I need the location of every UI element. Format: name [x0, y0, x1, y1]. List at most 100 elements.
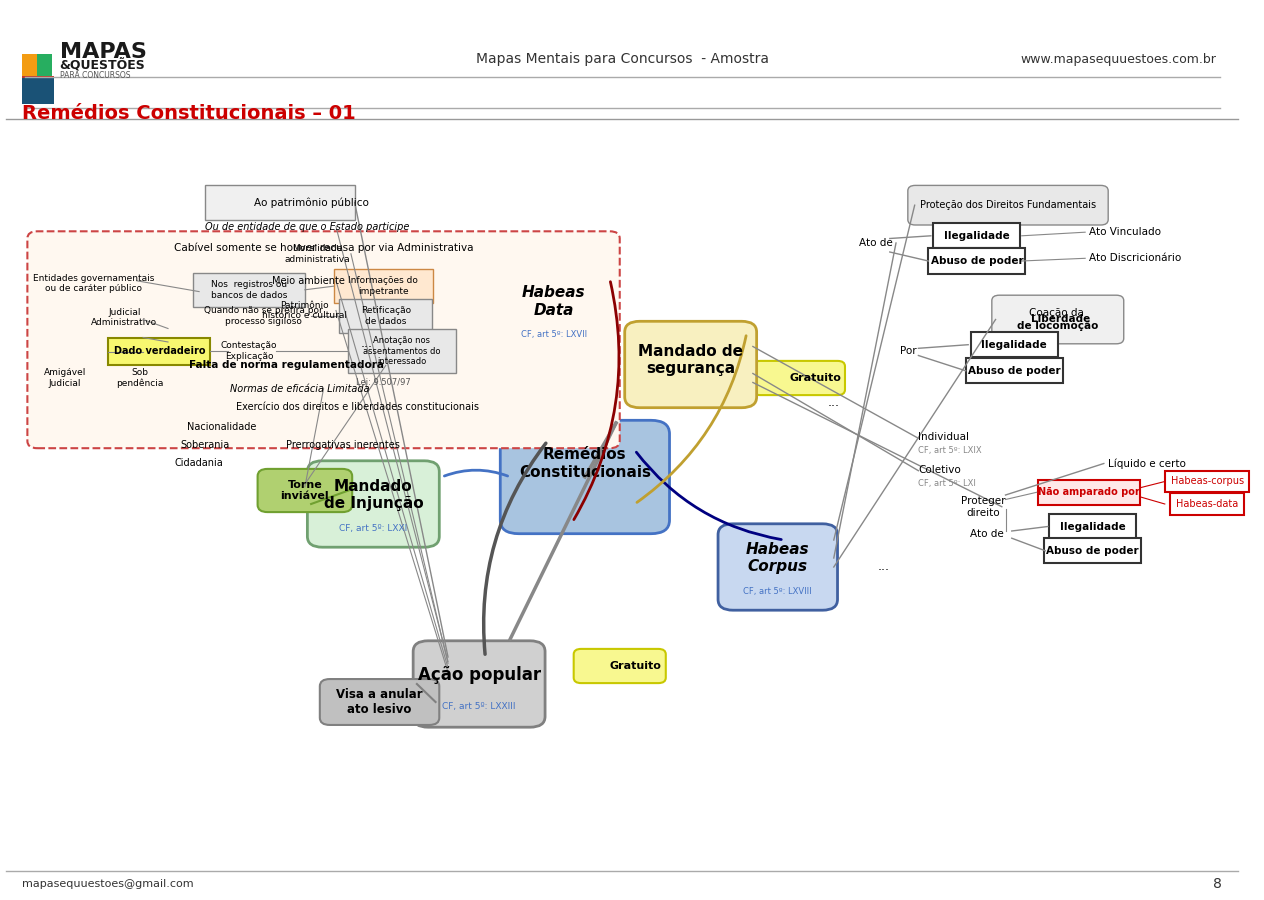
Text: Habeas
Data: Habeas Data	[522, 285, 585, 318]
Text: Cabível somente se houver recusa por via Administrativa: Cabível somente se houver recusa por via…	[174, 242, 473, 253]
FancyBboxPatch shape	[992, 295, 1124, 344]
Text: Soberania: Soberania	[181, 440, 230, 451]
Text: Prerrogativas inerentes: Prerrogativas inerentes	[286, 440, 401, 451]
Bar	[193, 273, 305, 307]
Bar	[1038, 480, 1140, 505]
Text: www.mapasequuestoes.com.br: www.mapasequuestoes.com.br	[1020, 53, 1216, 66]
Text: Ato Discricionário: Ato Discricionário	[1088, 253, 1181, 264]
Text: Proteger
direito: Proteger direito	[961, 496, 1005, 518]
Bar	[23, 76, 53, 78]
Text: Individual: Individual	[919, 431, 969, 442]
Bar	[1169, 493, 1245, 515]
Bar	[109, 338, 210, 364]
Text: Não amparado por: Não amparado por	[1038, 487, 1140, 498]
Text: Anotação nos
assentamentos do
interessado: Anotação nos assentamentos do interessad…	[363, 336, 441, 366]
Text: Mandado de
segurança: Mandado de segurança	[638, 344, 743, 376]
Text: Remédios
Constitucionais: Remédios Constitucionais	[520, 447, 651, 480]
Text: Cidadania: Cidadania	[174, 458, 222, 469]
Text: ...: ...	[877, 561, 890, 573]
Text: mapasequuestoes@gmail.com: mapasequuestoes@gmail.com	[23, 878, 195, 889]
Text: Falta de norma regulamentadora: Falta de norma regulamentadora	[188, 360, 384, 371]
Bar	[38, 54, 52, 76]
Text: Judicial
Administrativo: Judicial Administrativo	[91, 308, 158, 328]
Text: Patrimônio
histórico e cultural: Patrimônio histórico e cultural	[263, 301, 348, 320]
Text: Ao patrimônio público: Ao patrimônio público	[254, 197, 369, 208]
Text: Coação da: Coação da	[1029, 308, 1087, 319]
Bar	[339, 299, 432, 333]
Text: CF, art 5º: LXXIII: CF, art 5º: LXXIII	[442, 702, 516, 711]
Text: Sob
pendência: Sob pendência	[116, 368, 163, 388]
Bar	[971, 332, 1058, 357]
Text: CF, art 5º: LXXI: CF, art 5º: LXXI	[339, 524, 407, 533]
Text: Ilegalidade: Ilegalidade	[981, 339, 1047, 350]
Text: Ou de entidade de que o Estado participe: Ou de entidade de que o Estado participe	[205, 221, 410, 232]
FancyBboxPatch shape	[307, 461, 440, 547]
Text: PARA CONCURSOS: PARA CONCURSOS	[59, 71, 130, 80]
FancyBboxPatch shape	[624, 321, 757, 408]
Bar	[933, 223, 1020, 248]
FancyBboxPatch shape	[501, 420, 670, 534]
Text: CF, art 5º: LXI: CF, art 5º: LXI	[919, 479, 976, 488]
FancyBboxPatch shape	[258, 469, 353, 512]
Bar	[224, 293, 336, 328]
Text: Remédios Constitucionais – 01: Remédios Constitucionais – 01	[23, 104, 356, 123]
Bar	[1049, 514, 1136, 539]
Text: Ilegalidade: Ilegalidade	[944, 230, 1010, 241]
Bar	[236, 238, 349, 270]
Text: MAPAS: MAPAS	[59, 42, 147, 62]
Text: Dado verdadeiro: Dado verdadeiro	[114, 346, 205, 356]
FancyBboxPatch shape	[413, 641, 545, 727]
Bar	[236, 266, 336, 295]
Text: Ato de: Ato de	[969, 528, 1004, 539]
Text: Quando não se prefira por
processo sigiloso: Quando não se prefira por processo sigil…	[205, 306, 324, 326]
Text: Coletivo: Coletivo	[919, 464, 961, 475]
Text: Ato de: Ato de	[860, 238, 892, 248]
Text: Mapas Mentais para Concursos  - Amostra: Mapas Mentais para Concursos - Amostra	[475, 52, 769, 67]
Text: CF, art 5º: LXIX: CF, art 5º: LXIX	[919, 446, 982, 454]
Text: Nacionalidade: Nacionalidade	[187, 422, 257, 433]
Text: Exercício dos direitos e liberdades constitucionais: Exercício dos direitos e liberdades cons…	[236, 401, 479, 412]
Text: Visa a anular
ato lesivo: Visa a anular ato lesivo	[336, 688, 423, 716]
Bar	[348, 329, 456, 373]
Text: Torne
inviável: Torne inviável	[281, 480, 329, 501]
FancyBboxPatch shape	[320, 679, 440, 725]
Text: Habeas-corpus: Habeas-corpus	[1170, 476, 1244, 487]
FancyBboxPatch shape	[908, 185, 1109, 225]
Text: Mandado
de Injunção: Mandado de Injunção	[324, 479, 423, 511]
Text: &QUESTÕES: &QUESTÕES	[59, 58, 145, 71]
Bar	[334, 269, 434, 303]
Text: Retificação
de dados: Retificação de dados	[360, 306, 411, 326]
FancyBboxPatch shape	[574, 649, 666, 683]
Text: Habeas-data: Habeas-data	[1176, 499, 1239, 509]
Text: ...: ...	[355, 482, 367, 494]
Bar	[23, 78, 53, 104]
Text: Moralidade
administrativa: Moralidade administrativa	[284, 244, 350, 264]
Bar	[928, 248, 1025, 274]
FancyBboxPatch shape	[718, 524, 838, 610]
Bar	[1165, 471, 1249, 492]
Text: Lei: 9.507/97: Lei: 9.507/97	[356, 377, 411, 386]
Text: Por: Por	[900, 346, 916, 356]
FancyBboxPatch shape	[494, 267, 613, 354]
Text: Abuso de poder: Abuso de poder	[930, 256, 1024, 266]
Text: Contestação
Explicação: Contestação Explicação	[221, 341, 277, 361]
Bar	[966, 358, 1063, 383]
Text: ...: ...	[828, 396, 839, 409]
Text: Proteção dos Direitos Fundamentais: Proteção dos Direitos Fundamentais	[920, 200, 1096, 211]
Text: Amigável
Judicial: Amigável Judicial	[43, 368, 86, 388]
Text: Habeas
Corpus: Habeas Corpus	[746, 542, 810, 574]
Bar	[1044, 538, 1141, 563]
Text: CF, art 5º: LXVII: CF, art 5º: LXVII	[521, 330, 586, 339]
Text: Abuso de poder: Abuso de poder	[968, 365, 1060, 376]
Text: Normas de eficácia Limitada: Normas de eficácia Limitada	[230, 383, 370, 394]
Text: Entidades governamentais
ou de caráter público: Entidades governamentais ou de caráter p…	[33, 274, 154, 293]
Text: CF, art 5º: LXVIII: CF, art 5º: LXVIII	[743, 587, 811, 596]
Text: 8: 8	[1213, 877, 1222, 891]
Bar	[23, 54, 38, 76]
Text: Ação popular: Ação popular	[417, 666, 541, 684]
Text: Gratuito: Gratuito	[611, 661, 662, 671]
Text: Nos  registros ou
bancos de dados: Nos registros ou bancos de dados	[211, 280, 287, 300]
Text: Ato Vinculado: Ato Vinculado	[1088, 227, 1160, 238]
Text: Informações do
impetrante: Informações do impetrante	[349, 276, 418, 296]
Text: Liberdade: Liberdade	[1030, 314, 1090, 325]
